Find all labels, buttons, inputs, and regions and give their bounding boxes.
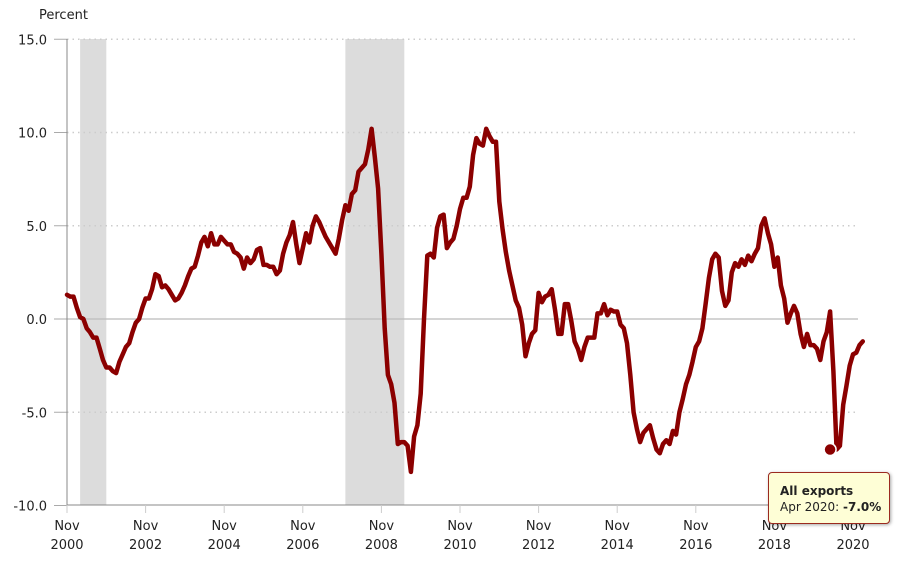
y-tick-label: -5.0 xyxy=(22,406,47,421)
x-tick-month: Nov xyxy=(54,519,80,534)
x-tick-year: 2004 xyxy=(208,538,241,553)
recession-band xyxy=(80,39,107,505)
y-tick-label: -10.0 xyxy=(13,500,47,515)
tooltip-value: -7.0% xyxy=(842,500,882,514)
series-line-all-exports[interactable] xyxy=(64,126,866,475)
x-tick-year: 2000 xyxy=(50,538,83,553)
x-tick-month: Nov xyxy=(447,519,473,534)
x-tick-month: Nov xyxy=(526,519,552,534)
x-axis-ticks: Nov 2000 Nov 2002 Nov 2004 Nov 2006 Nov 2008 Nov 20… xyxy=(50,505,870,553)
y-tick-label: 15.0 xyxy=(18,33,47,48)
x-tick-year: 2008 xyxy=(365,538,398,553)
tooltip: All exports Apr 2020: -7.0% xyxy=(768,472,890,524)
x-tick-year: 2018 xyxy=(758,538,791,553)
x-tick-month: Nov xyxy=(133,519,159,534)
x-tick-year: 2020 xyxy=(836,538,869,553)
tooltip-series-name: All exports xyxy=(780,484,854,498)
x-tick-month: Nov xyxy=(212,519,238,534)
y-tick-label: 10.0 xyxy=(18,127,47,142)
x-tick-month: Nov xyxy=(290,519,316,534)
x-tick-month: Nov xyxy=(605,519,631,534)
y-tick-label: 0.0 xyxy=(26,313,47,328)
x-tick-month: Nov xyxy=(683,519,709,534)
x-tick-month: Nov xyxy=(369,519,395,534)
recession-shading xyxy=(80,39,405,505)
gridlines xyxy=(67,38,858,413)
tooltip-date: Apr 2020: xyxy=(780,500,843,514)
x-tick-year: 2006 xyxy=(286,538,319,553)
x-tick-year: 2002 xyxy=(129,538,162,553)
y-axis-ticks: 15.0 10.0 5.0 0.0 -5.0 -10.0 xyxy=(13,33,67,515)
tooltip-value-line: Apr 2020: -7.0% xyxy=(780,499,889,515)
x-tick-year: 2012 xyxy=(522,538,555,553)
hover-point-marker[interactable] xyxy=(823,442,837,457)
x-tick-year: 2014 xyxy=(601,538,634,553)
y-tick-label: 5.0 xyxy=(26,220,47,235)
x-tick-year: 2010 xyxy=(443,538,476,553)
y-axis-title: Percent xyxy=(39,8,88,23)
x-tick-year: 2016 xyxy=(679,538,712,553)
